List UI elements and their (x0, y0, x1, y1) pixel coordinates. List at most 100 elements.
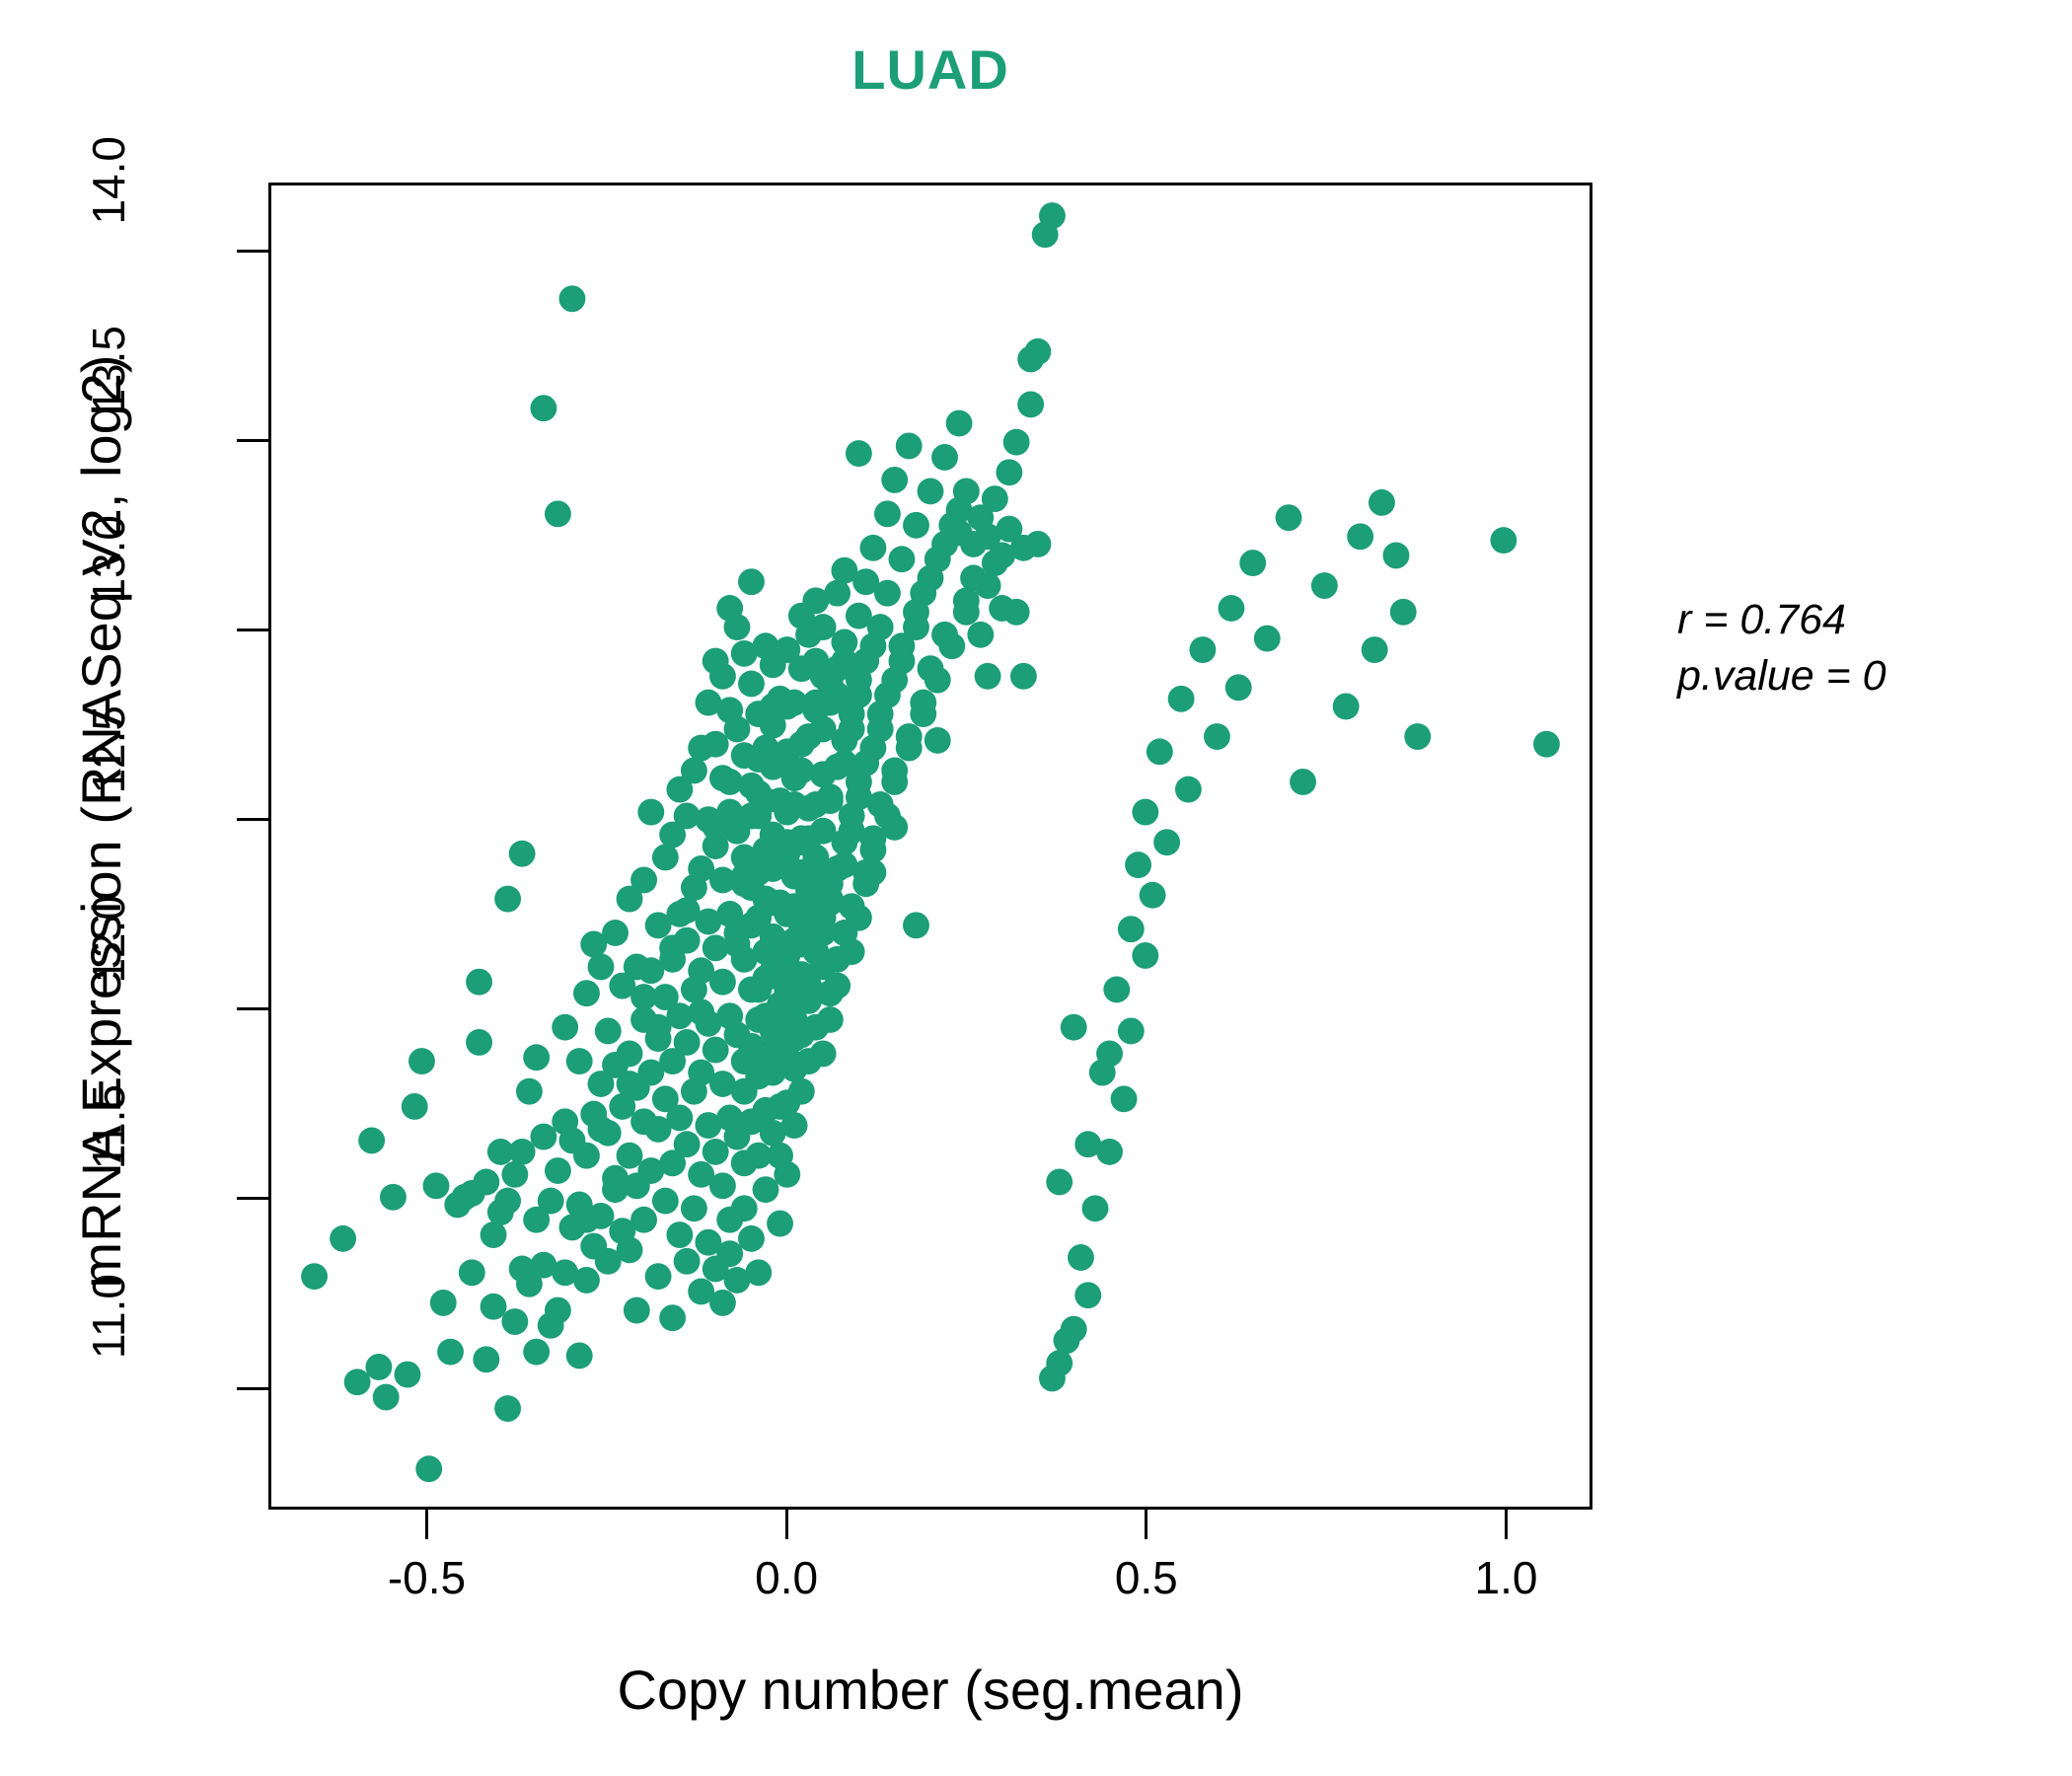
data-point (673, 1247, 701, 1275)
data-point (816, 783, 844, 811)
data-point (723, 715, 751, 743)
data-point (952, 478, 980, 505)
data-point (480, 1293, 507, 1320)
data-point (573, 1267, 600, 1294)
data-point (809, 920, 837, 946)
data-point (401, 1093, 428, 1120)
data-point (708, 866, 736, 894)
data-point (1310, 572, 1338, 599)
data-point (1002, 428, 1030, 456)
data-point (831, 556, 858, 584)
data-point (365, 1354, 393, 1380)
data-point (437, 1338, 464, 1366)
data-point (838, 938, 865, 966)
data-point (552, 1013, 579, 1041)
data-point (903, 511, 929, 539)
data-point (1096, 1138, 1123, 1165)
data-point (637, 1157, 665, 1184)
data-point (702, 934, 729, 962)
y-axis-tick (237, 1007, 268, 1011)
data-point (759, 711, 786, 739)
data-point (738, 670, 765, 698)
data-point (974, 572, 1001, 599)
data-point (422, 1172, 450, 1200)
data-point (967, 621, 995, 648)
data-point (673, 1131, 701, 1158)
data-point (602, 920, 629, 946)
data-point (831, 749, 858, 777)
data-point (852, 568, 880, 596)
data-point (945, 409, 973, 437)
data-point (695, 908, 722, 935)
data-point (1110, 1085, 1138, 1113)
x-axis-tick (424, 1510, 428, 1539)
data-point (903, 912, 929, 939)
data-point (708, 1172, 736, 1200)
data-point (1490, 527, 1517, 555)
data-point (651, 984, 679, 1010)
data-point (473, 1346, 500, 1373)
data-point (938, 632, 966, 660)
data-point (544, 1296, 571, 1324)
data-point (644, 1025, 672, 1053)
data-point (952, 598, 980, 626)
data-point (523, 1206, 551, 1233)
data-point (1117, 916, 1145, 943)
data-point (573, 1206, 600, 1233)
data-point (415, 1455, 443, 1483)
data-point (809, 614, 837, 641)
data-point (594, 1247, 622, 1275)
data-point (888, 632, 916, 660)
data-point (708, 968, 736, 996)
data-point (802, 647, 830, 675)
data-point (616, 1236, 643, 1264)
data-point (873, 500, 901, 528)
data-point (544, 1157, 571, 1184)
data-point (573, 1142, 600, 1169)
data-point (702, 730, 729, 758)
data-point (659, 934, 687, 962)
data-point (816, 670, 844, 698)
data-point (637, 798, 665, 826)
data-point (1002, 598, 1030, 626)
data-point (774, 1160, 801, 1188)
data-point (673, 897, 701, 924)
scatter-points-layer (301, 202, 1560, 1483)
statistics-annotation: r = 0.764 p.value = 0 (1677, 592, 1887, 704)
data-point (680, 1195, 707, 1222)
data-point (688, 1059, 715, 1086)
data-point (666, 776, 694, 803)
data-point (895, 432, 923, 460)
x-axis-tick (784, 1510, 788, 1539)
data-point (343, 1369, 371, 1396)
data-point (379, 1183, 407, 1211)
data-point (372, 1383, 400, 1411)
data-point (859, 534, 887, 561)
data-point (795, 987, 823, 1014)
data-point (730, 639, 758, 667)
y-axis-tick (237, 249, 268, 253)
data-point (508, 1138, 536, 1165)
data-point (609, 1093, 636, 1120)
data-point (702, 1036, 729, 1064)
x-axis-tick (1145, 1510, 1148, 1539)
data-point (845, 440, 872, 468)
data-point (723, 614, 751, 641)
data-point (945, 519, 973, 547)
data-point (630, 866, 658, 894)
data-point (688, 957, 715, 985)
data-point (1132, 942, 1159, 969)
data-point (745, 1142, 773, 1169)
data-point (688, 855, 715, 882)
data-point (530, 1123, 557, 1150)
data-point (688, 999, 715, 1026)
data-point (924, 726, 951, 754)
data-point (501, 1308, 529, 1335)
data-point (996, 459, 1023, 486)
plot-area (268, 183, 1592, 1510)
data-point (1146, 738, 1173, 766)
data-point (745, 779, 773, 807)
data-point (330, 1224, 357, 1252)
data-point (816, 1006, 844, 1033)
data-point (565, 1048, 593, 1075)
